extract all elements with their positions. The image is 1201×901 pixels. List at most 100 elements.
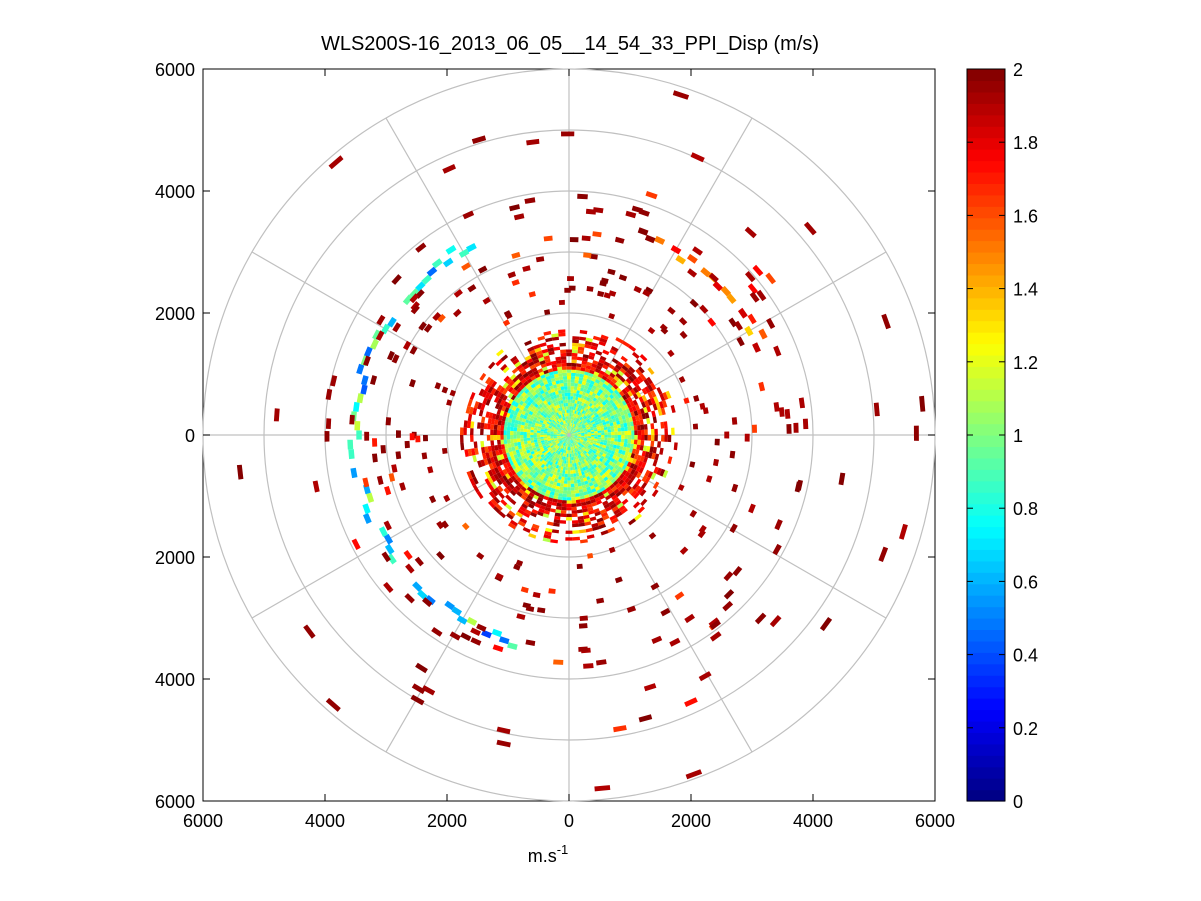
data-cell bbox=[575, 410, 579, 415]
data-cell bbox=[602, 349, 610, 356]
data-cell bbox=[395, 451, 402, 460]
data-cell bbox=[579, 427, 584, 431]
data-cell bbox=[592, 468, 598, 473]
data-cell bbox=[518, 375, 525, 382]
data-cell bbox=[555, 441, 560, 445]
data-cell bbox=[616, 471, 623, 478]
data-cell bbox=[553, 435, 557, 437]
data-cell bbox=[591, 421, 596, 425]
data-cell bbox=[516, 438, 521, 443]
data-cell bbox=[559, 448, 563, 452]
data-cell bbox=[517, 482, 523, 489]
data-cell bbox=[577, 451, 581, 455]
data-cell bbox=[566, 507, 572, 511]
data-cell bbox=[519, 459, 525, 465]
data-cell bbox=[520, 378, 527, 384]
data-cell bbox=[562, 438, 565, 441]
x-axis-label-superscript: -1 bbox=[557, 842, 569, 857]
data-cell bbox=[558, 390, 562, 394]
data-cell bbox=[573, 452, 576, 457]
data-cell bbox=[587, 405, 591, 410]
data-cell bbox=[774, 519, 783, 531]
data-cell bbox=[572, 420, 575, 424]
data-cell bbox=[607, 429, 612, 433]
data-cell bbox=[531, 412, 536, 417]
data-cell bbox=[537, 496, 544, 502]
data-cell bbox=[641, 462, 647, 469]
data-cell bbox=[619, 445, 624, 451]
data-cell bbox=[519, 480, 526, 487]
data-cell bbox=[533, 432, 537, 435]
data-cell bbox=[612, 454, 617, 460]
data-cell bbox=[539, 360, 546, 365]
data-cell bbox=[564, 431, 568, 434]
data-cell bbox=[570, 430, 572, 434]
data-cell bbox=[589, 412, 594, 417]
data-cell bbox=[579, 445, 583, 449]
data-cell bbox=[582, 474, 587, 479]
data-cell bbox=[744, 433, 750, 442]
data-cell bbox=[533, 416, 538, 421]
data-cell bbox=[577, 454, 581, 459]
data-cell bbox=[387, 350, 395, 361]
data-cell bbox=[579, 475, 584, 480]
data-cell bbox=[607, 489, 614, 495]
data-cell bbox=[568, 440, 570, 444]
data-cell bbox=[574, 400, 578, 404]
data-cell bbox=[536, 432, 541, 435]
data-cell bbox=[635, 472, 642, 479]
data-cell bbox=[659, 447, 664, 455]
data-cell bbox=[699, 402, 706, 410]
data-cell bbox=[567, 473, 571, 478]
data-cell bbox=[495, 503, 503, 511]
data-cell bbox=[516, 466, 522, 472]
data-cell bbox=[474, 447, 479, 455]
data-cell bbox=[361, 375, 369, 386]
data-cell bbox=[571, 456, 574, 461]
data-cell bbox=[652, 416, 657, 424]
data-cell bbox=[545, 455, 550, 459]
data-cell bbox=[562, 369, 567, 373]
data-cell bbox=[567, 399, 571, 403]
data-cell bbox=[617, 431, 622, 435]
data-cell bbox=[555, 416, 559, 421]
data-cell bbox=[543, 330, 552, 336]
data-cell bbox=[564, 432, 568, 435]
data-cell bbox=[559, 451, 562, 456]
data-cell bbox=[599, 466, 605, 472]
data-cell bbox=[554, 438, 558, 441]
data-cell bbox=[566, 490, 572, 494]
data-cell bbox=[565, 436, 568, 439]
data-cell bbox=[535, 256, 545, 263]
data-cell bbox=[560, 466, 564, 470]
data-cell bbox=[614, 438, 618, 442]
data-cell bbox=[599, 422, 604, 427]
data-cell bbox=[526, 358, 533, 364]
data-cell bbox=[766, 317, 776, 329]
data-cell bbox=[611, 494, 618, 501]
data-cell bbox=[504, 407, 510, 413]
data-cell bbox=[523, 500, 530, 507]
data-cell bbox=[487, 446, 492, 453]
data-cell bbox=[526, 486, 533, 492]
data-cell bbox=[631, 435, 635, 440]
data-cell bbox=[547, 409, 552, 414]
data-cell bbox=[421, 452, 428, 460]
data-cell bbox=[554, 453, 558, 458]
colorbar-tick-label: 0.8 bbox=[1013, 499, 1038, 519]
data-cell bbox=[526, 473, 532, 479]
colorbar-band bbox=[967, 103, 1005, 116]
data-cell bbox=[570, 473, 574, 478]
data-cell bbox=[751, 424, 757, 433]
data-cell bbox=[601, 489, 608, 495]
data-cell bbox=[529, 364, 536, 370]
data-cell bbox=[604, 398, 610, 404]
data-cell bbox=[547, 368, 554, 373]
data-cell bbox=[572, 463, 575, 467]
data-cell bbox=[603, 403, 609, 409]
data-cell bbox=[473, 401, 480, 409]
data-cell bbox=[612, 444, 617, 449]
data-cell bbox=[577, 193, 588, 200]
data-cell bbox=[518, 389, 525, 395]
data-cell bbox=[521, 391, 527, 398]
